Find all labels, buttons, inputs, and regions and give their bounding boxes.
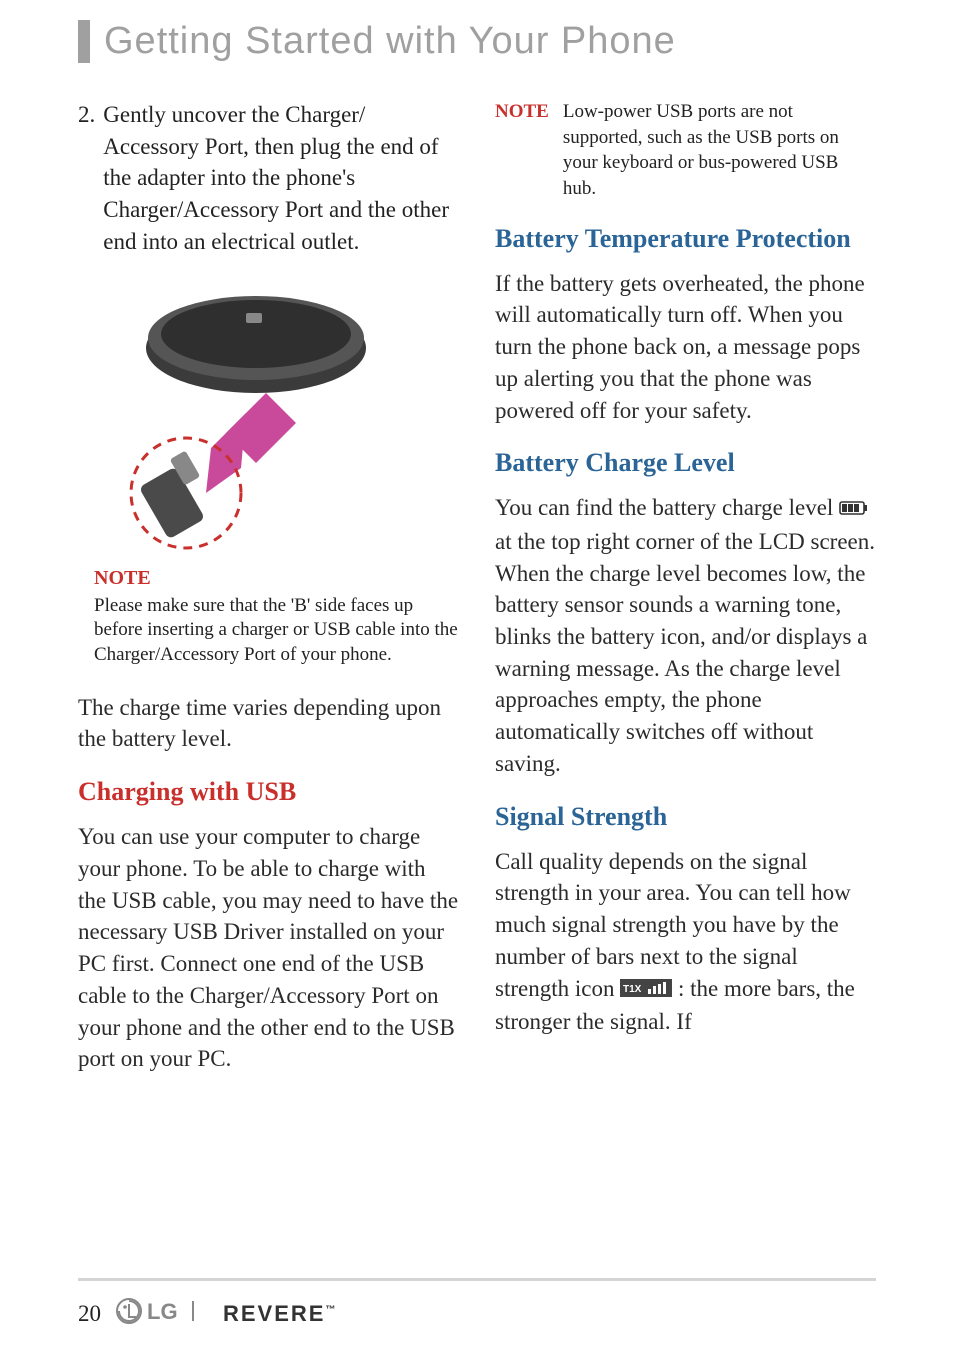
page-title: Getting Started with Your Phone [104,20,676,63]
svg-text:LG: LG [147,1299,178,1324]
footer-rule [78,1278,876,1281]
note-label: NOTE [495,99,549,202]
step-number: 2. [78,99,95,258]
temp-paragraph: If the battery gets overheated, the phon… [495,268,876,427]
usb-paragraph: You can use your computer to charge your… [78,821,459,1075]
note-block-left: NOTE [94,567,459,590]
charge-level-paragraph: You can find the battery charge level at… [495,492,876,779]
right-column: NOTE Low-power USB ports are not support… [495,99,876,1097]
content-columns: 2. Gently uncover the Charger/ Accessory… [78,99,876,1097]
battery-icon [839,494,869,526]
note-label: NOTE [94,567,459,590]
heading-signal-strength: Signal Strength [495,802,876,832]
signal-paragraph: Call quality depends on the signal stren… [495,846,876,1038]
title-accent [78,20,90,63]
note-text: Please make sure that the 'B' side faces… [94,594,459,668]
page-footer: 20 LG REVERE™ [78,1278,876,1330]
heading-charging-usb: Charging with USB [78,777,459,807]
step-2: 2. Gently uncover the Charger/ Accessory… [78,99,459,258]
page-number: 20 [78,1301,101,1327]
step-text: Gently uncover the Charger/ Accessory Po… [103,99,459,258]
phone-illustration [96,278,459,563]
heading-charge-level: Battery Charge Level [495,448,876,478]
note-text: Low-power USB ports are not supported, s… [563,99,876,202]
charge-level-text-b: at the top right corner of the LCD scree… [495,529,875,776]
charge-level-text-a: You can find the battery charge level [495,495,839,520]
signal-strength-icon: T1X [620,974,672,1006]
brand-text: REVERE™ [223,1301,337,1327]
left-column: 2. Gently uncover the Charger/ Accessory… [78,99,459,1097]
charge-time-text: The charge time varies depending upon th… [78,692,459,755]
svg-text:T1X: T1X [623,984,642,995]
heading-temp-protection: Battery Temperature Protection [495,224,876,254]
page-title-bar: Getting Started with Your Phone [78,20,876,63]
note-block-right: NOTE Low-power USB ports are not support… [495,99,876,202]
lg-logo-icon: LG [115,1297,209,1330]
